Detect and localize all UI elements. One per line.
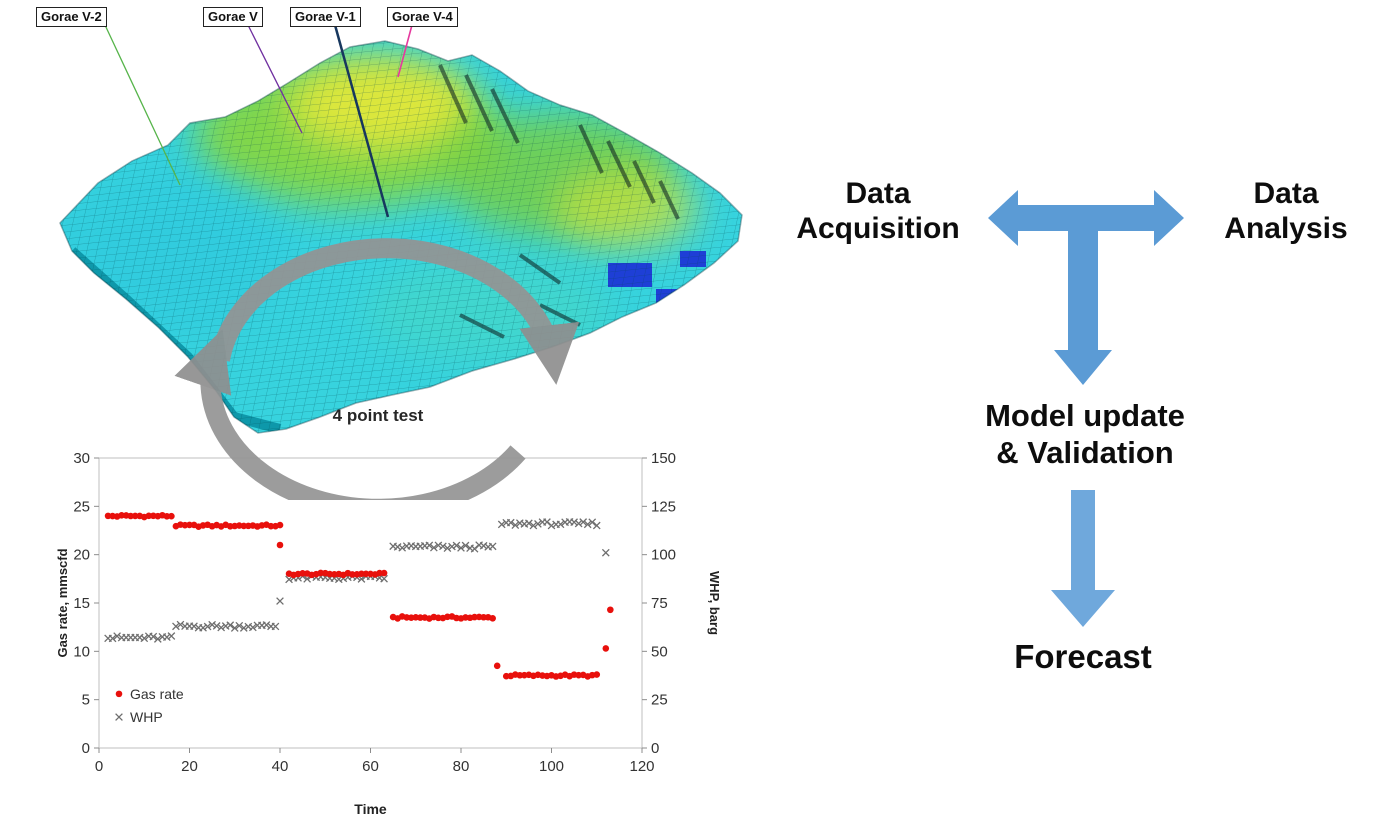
four-point-test-chart: 0 20 40 60 80 100 120 0 5 10 15 20 25 30 0 25 50 75 100 125…: [55, 448, 722, 820]
flow-node-line: Forecast: [1014, 638, 1152, 675]
well-leader-line: [104, 24, 181, 186]
flow-node-data-acquisition: Data Acquisition: [758, 176, 998, 247]
svg-text:150: 150: [651, 450, 676, 467]
well-label-gorae-v1: Gorae V-1: [290, 7, 361, 27]
flow-node-line: Acquisition: [796, 212, 960, 246]
svg-text:125: 125: [651, 498, 676, 515]
flow-node-line: & Validation: [996, 434, 1174, 470]
reservoir-grid-body: [60, 41, 742, 433]
flow-node-line: Data: [1253, 177, 1319, 210]
down-arrow-icon: [1051, 490, 1115, 627]
well-leader-line: [247, 24, 303, 134]
flow-node-data-analysis: Data Analysis: [1176, 176, 1384, 247]
svg-text:100: 100: [539, 758, 564, 775]
reservoir-model-figure: [59, 24, 743, 434]
svg-text:25: 25: [651, 692, 668, 709]
svg-text:100: 100: [651, 547, 676, 564]
svg-text:Gas rate, mmscfd: Gas rate, mmscfd: [55, 548, 70, 657]
svg-text:5: 5: [82, 692, 90, 709]
flow-node-forecast: Forecast: [983, 638, 1183, 677]
svg-text:25: 25: [73, 498, 90, 515]
flow-node-line: Data: [845, 177, 911, 210]
well-leader-line: [333, 24, 390, 218]
well-leader-lines: [104, 24, 413, 218]
svg-text:0: 0: [95, 758, 103, 775]
svg-text:15: 15: [73, 595, 90, 612]
flow-node-line: Analysis: [1224, 212, 1348, 246]
well-label-gorae-v2: Gorae V-2: [36, 7, 107, 27]
svg-text:30: 30: [73, 450, 90, 467]
svg-text:20: 20: [181, 758, 198, 775]
flow-node-model-update: Model update & Validation: [955, 398, 1215, 471]
chart-title: 4 point test: [332, 406, 424, 425]
svg-text:10: 10: [73, 643, 90, 660]
svg-text:80: 80: [453, 758, 470, 775]
svg-text:120: 120: [629, 758, 654, 775]
well-label-gorae-v: Gorae V: [203, 7, 263, 27]
svg-text:0: 0: [82, 740, 90, 757]
svg-text:Gas rate: Gas rate: [130, 686, 184, 702]
svg-text:20: 20: [73, 547, 90, 564]
svg-text:Time: Time: [354, 801, 387, 817]
svg-text:75: 75: [651, 595, 668, 612]
double-arrow-with-stem-icon: [988, 190, 1184, 385]
svg-text:0: 0: [651, 740, 659, 757]
svg-text:40: 40: [272, 758, 289, 775]
svg-text:WHP: WHP: [130, 709, 163, 725]
flow-node-line: Model update: [985, 398, 1185, 433]
well-label-gorae-v4: Gorae V-4: [387, 7, 458, 27]
svg-text:WHP, barg: WHP, barg: [707, 571, 720, 635]
svg-text:60: 60: [362, 758, 379, 775]
svg-text:50: 50: [651, 643, 668, 660]
well-leader-line: [397, 24, 413, 78]
